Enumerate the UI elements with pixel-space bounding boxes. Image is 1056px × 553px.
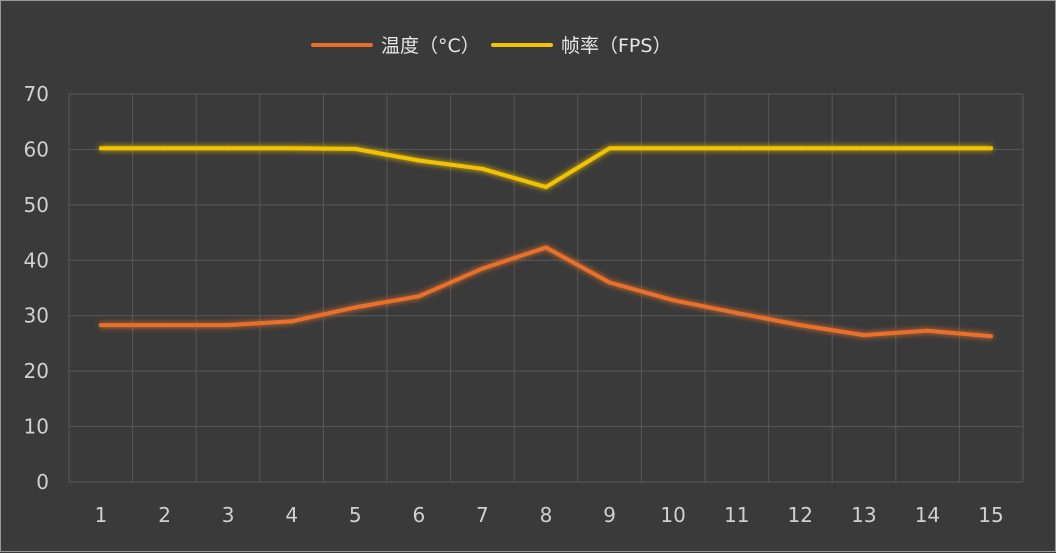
- data-point: [925, 328, 930, 333]
- grid: [68, 93, 1024, 483]
- data-point: [607, 146, 612, 151]
- y-tick-label: 10: [24, 415, 49, 439]
- data-point: [353, 305, 358, 310]
- data-point: [734, 146, 739, 151]
- data-point: [671, 298, 676, 303]
- x-tick-label: 12: [788, 503, 813, 527]
- data-point: [798, 323, 803, 328]
- data-point: [353, 146, 358, 151]
- legend-item: 帧率（FPS）: [491, 35, 671, 57]
- legend-item: 温度（°C）: [311, 35, 480, 57]
- data-point: [162, 323, 167, 328]
- data-point: [99, 323, 103, 328]
- legend-label: 帧率（FPS）: [561, 35, 671, 57]
- legend-label: 温度（°C）: [381, 35, 480, 57]
- x-tick-label: 9: [603, 503, 616, 527]
- data-point: [416, 294, 421, 299]
- series-line: [99, 245, 993, 339]
- y-tick-label: 40: [24, 248, 49, 272]
- x-tick-label: 1: [95, 503, 108, 527]
- x-tick-label: 4: [285, 503, 298, 527]
- x-tick-label: 6: [412, 503, 425, 527]
- data-point: [734, 310, 739, 315]
- x-tick-label: 14: [915, 503, 940, 527]
- data-point: [480, 266, 485, 271]
- data-point: [416, 158, 421, 163]
- x-tick-label: 15: [978, 503, 1003, 527]
- data-point: [798, 146, 803, 151]
- data-point: [162, 146, 167, 151]
- data-point: [861, 333, 866, 338]
- data-point: [289, 319, 294, 324]
- y-tick-label: 60: [24, 137, 49, 161]
- data-point: [544, 185, 548, 190]
- series-1: [99, 245, 993, 339]
- x-tick-label: 2: [158, 503, 171, 527]
- data-point: [925, 146, 930, 151]
- x-tick-label: 5: [349, 503, 362, 527]
- data-point: [99, 146, 103, 151]
- data-point: [989, 146, 993, 151]
- data-point: [226, 323, 231, 328]
- x-axis: 1 2 3 4 5 6 7 8 9 10 11 12 13 14 15: [95, 503, 1004, 527]
- legend: 温度（°C） 帧率（FPS）: [311, 35, 671, 57]
- series-line: [99, 146, 993, 190]
- data-point: [671, 146, 676, 151]
- y-tick-label: 0: [36, 470, 49, 494]
- y-axis: 0 10 20 30 40 50 60 70: [24, 82, 49, 494]
- y-tick-label: 30: [24, 304, 49, 328]
- data-point: [544, 245, 548, 250]
- data-point: [607, 280, 612, 285]
- data-point: [480, 166, 485, 171]
- series-2: [99, 146, 993, 190]
- data-point: [226, 146, 231, 151]
- x-tick-label: 11: [724, 503, 749, 527]
- y-tick-label: 50: [24, 193, 49, 217]
- x-tick-label: 8: [540, 503, 553, 527]
- y-tick-label: 70: [24, 82, 49, 106]
- x-tick-label: 13: [851, 503, 876, 527]
- x-tick-label: 3: [222, 503, 235, 527]
- data-point: [989, 334, 993, 339]
- x-tick-label: 10: [660, 503, 685, 527]
- data-point: [861, 146, 866, 151]
- data-point: [289, 146, 294, 151]
- x-tick-label: 7: [476, 503, 489, 527]
- series-layer: [99, 146, 993, 339]
- y-tick-label: 20: [24, 359, 49, 383]
